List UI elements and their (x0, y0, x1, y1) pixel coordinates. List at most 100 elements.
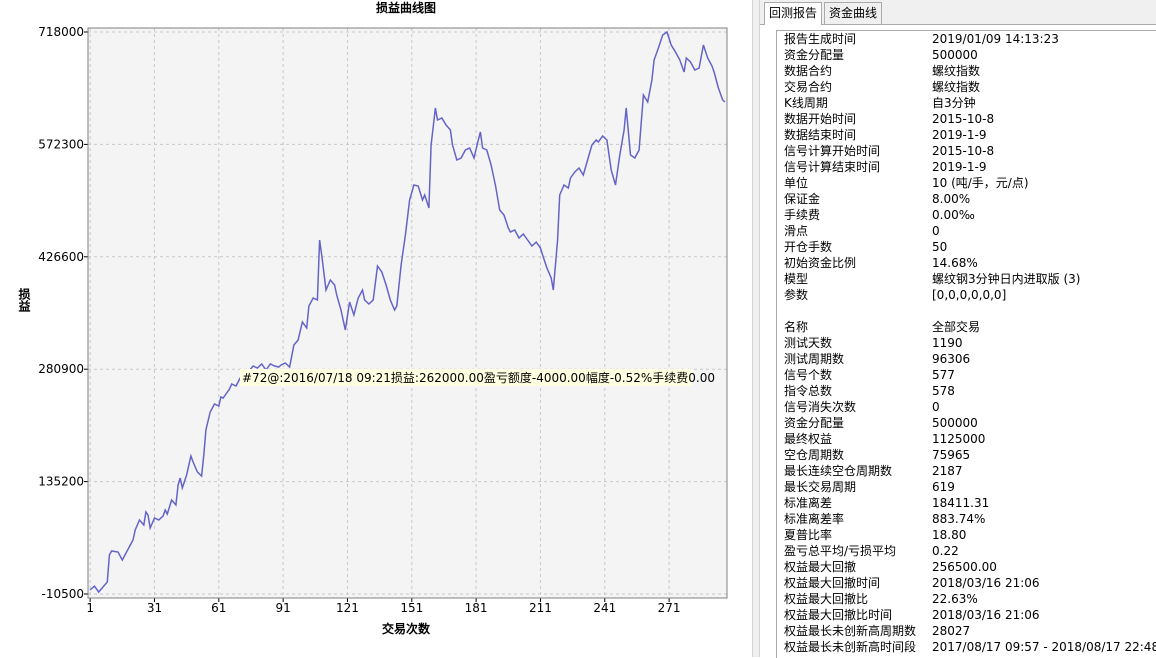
row-value: 75965 (932, 448, 971, 462)
chart-title: 损益曲线图 (376, 0, 436, 15)
row-key: 信号个数 (784, 368, 833, 382)
x-tick-label: 61 (211, 601, 226, 615)
row-key: 信号消失次数 (784, 400, 857, 414)
report-panel: 回测报告 资金曲线 报告生成时间 2019/01/09 14:13:23 资金分配量… (760, 0, 1156, 658)
x-tick-label: 91 (275, 601, 290, 615)
row-value: [0,0,0,0,0,0] (932, 288, 1007, 302)
row-value: 8.00% (932, 192, 971, 206)
row-key: 报告生成时间 (784, 32, 857, 46)
row-key: 信号计算开始时间 (784, 144, 881, 158)
report-list: 报告生成时间 2019/01/09 14:13:23 资金分配量 500000 数据合约… (776, 30, 1156, 658)
row-key: 权益最大回撤比时间 (784, 608, 893, 622)
row-value: 2015-10-8 (932, 112, 995, 126)
y-tick-label: 718000 (38, 25, 84, 39)
row-key: 权益最大回撤 (784, 560, 857, 574)
row-value: 2018/03/16 21:06 (932, 608, 1040, 622)
x-tick-label: 271 (658, 601, 681, 615)
row-value: 2019-1-9 (932, 160, 987, 174)
x-tick-label: 151 (400, 601, 423, 615)
row-key: 资金分配量 (784, 48, 845, 62)
row-value: 96306 (932, 352, 971, 366)
row-value: 2015-10-8 (932, 144, 995, 158)
splitter[interactable] (752, 0, 760, 657)
row-key: 数据开始时间 (784, 112, 857, 126)
row-value: 10 (吨/手，元/点) (932, 176, 1029, 190)
y-tick-label: 135200 (38, 475, 84, 489)
row-key: K线周期 (784, 96, 828, 110)
row-key: 盈亏总平均/亏损平均 (784, 544, 897, 558)
chart: 损益曲线图 交易次数 损益 -10500 135200 280900 426600 57… (17, 0, 728, 636)
row-key: 测试周期数 (784, 352, 845, 366)
row-value: 28027 (932, 624, 971, 638)
x-tick-label: 1 (86, 601, 94, 615)
row-key: 参数 (784, 288, 809, 302)
row-key: 名称 (784, 320, 809, 334)
row-value: 螺纹钢3分钟日内进取版 (3) (932, 272, 1081, 286)
row-key: 权益最大回撤比 (784, 592, 869, 606)
y-tick-label: 572300 (38, 137, 84, 151)
row-key: 测试天数 (784, 336, 833, 350)
row-value: 0 (932, 224, 940, 238)
x-tick-label: 241 (593, 601, 616, 615)
row-value: 0 (932, 400, 940, 414)
row-value: 0.00‰ (932, 208, 975, 222)
row-value: 2187 (932, 464, 963, 478)
row-key: 交易合约 (784, 80, 833, 94)
row-key: 标准离差 (784, 496, 833, 510)
tab[interactable]: 回测报告 (764, 2, 823, 25)
row-value: 2019/01/09 14:13:23 (932, 32, 1059, 46)
row-key: 权益最长未创新高时间段 (784, 640, 917, 654)
row-key: 空仓周期数 (784, 448, 845, 462)
row-key: 初始资金比例 (784, 256, 857, 270)
row-key: 开仓手数 (784, 240, 833, 254)
equity-line (89, 30, 726, 594)
y-tick-label: 426600 (38, 250, 84, 264)
row-value: 2017/08/17 09:57 - 2018/08/17 22:48 (932, 640, 1156, 654)
tab[interactable]: 资金曲线 (824, 2, 883, 24)
row-value: 0.22 (932, 544, 959, 558)
row-value: 500000 (932, 48, 978, 62)
x-tick-label: 121 (336, 601, 359, 615)
row-value: 256500.00 (932, 560, 997, 574)
row-value: 18.80 (932, 528, 967, 542)
row-key: 权益最大回撤时间 (784, 576, 881, 590)
row-key: 数据结束时间 (784, 128, 857, 142)
x-tick-label: 181 (465, 601, 488, 615)
row-value: 18411.31 (932, 496, 990, 510)
tooltip-box (240, 369, 692, 386)
row-key: 模型 (784, 272, 809, 286)
row-key: 标准离差率 (784, 512, 845, 526)
row-key: 手续费 (784, 208, 821, 222)
row-key: 指令总数 (784, 384, 833, 398)
tooltip-text: #72@:2016/07/18 09:21损益:262000.00盈亏额度-40… (242, 370, 715, 385)
row-value: 2019-1-9 (932, 128, 987, 142)
row-key: 资金分配量 (784, 416, 845, 430)
row-value: 50 (932, 240, 948, 254)
row-key: 滑点 (784, 224, 809, 238)
y-axis-label: 损益 (17, 287, 31, 313)
row-value: 578 (932, 384, 955, 398)
y-tick-label: 280900 (38, 362, 84, 376)
row-key: 最终权益 (784, 432, 833, 446)
row-value: 500000 (932, 416, 978, 430)
x-tick-label: 211 (529, 601, 552, 615)
x-axis-label: 交易次数 (382, 621, 431, 636)
row-key: 最长连续空仓周期数 (784, 464, 893, 478)
y-tick-label: -10500 (41, 587, 84, 601)
row-value: 619 (932, 480, 955, 494)
row-key: 数据合约 (784, 64, 833, 78)
row-value: 自3分钟 (932, 96, 976, 110)
row-key: 信号计算结束时间 (784, 160, 881, 174)
row-key: 单位 (784, 176, 809, 190)
row-value: 1190 (932, 336, 963, 350)
row-value: 2018/03/16 21:06 (932, 576, 1040, 590)
row-value: 螺纹指数 (932, 64, 981, 78)
plot-area (88, 28, 727, 598)
row-value: 螺纹指数 (932, 80, 981, 94)
tab-bar: 回测报告 资金曲线 (760, 0, 1156, 25)
row-key: 保证金 (784, 192, 821, 206)
row-value: 全部交易 (932, 320, 981, 334)
row-value: 883.74% (932, 512, 986, 526)
row-value: 1125000 (932, 432, 986, 446)
